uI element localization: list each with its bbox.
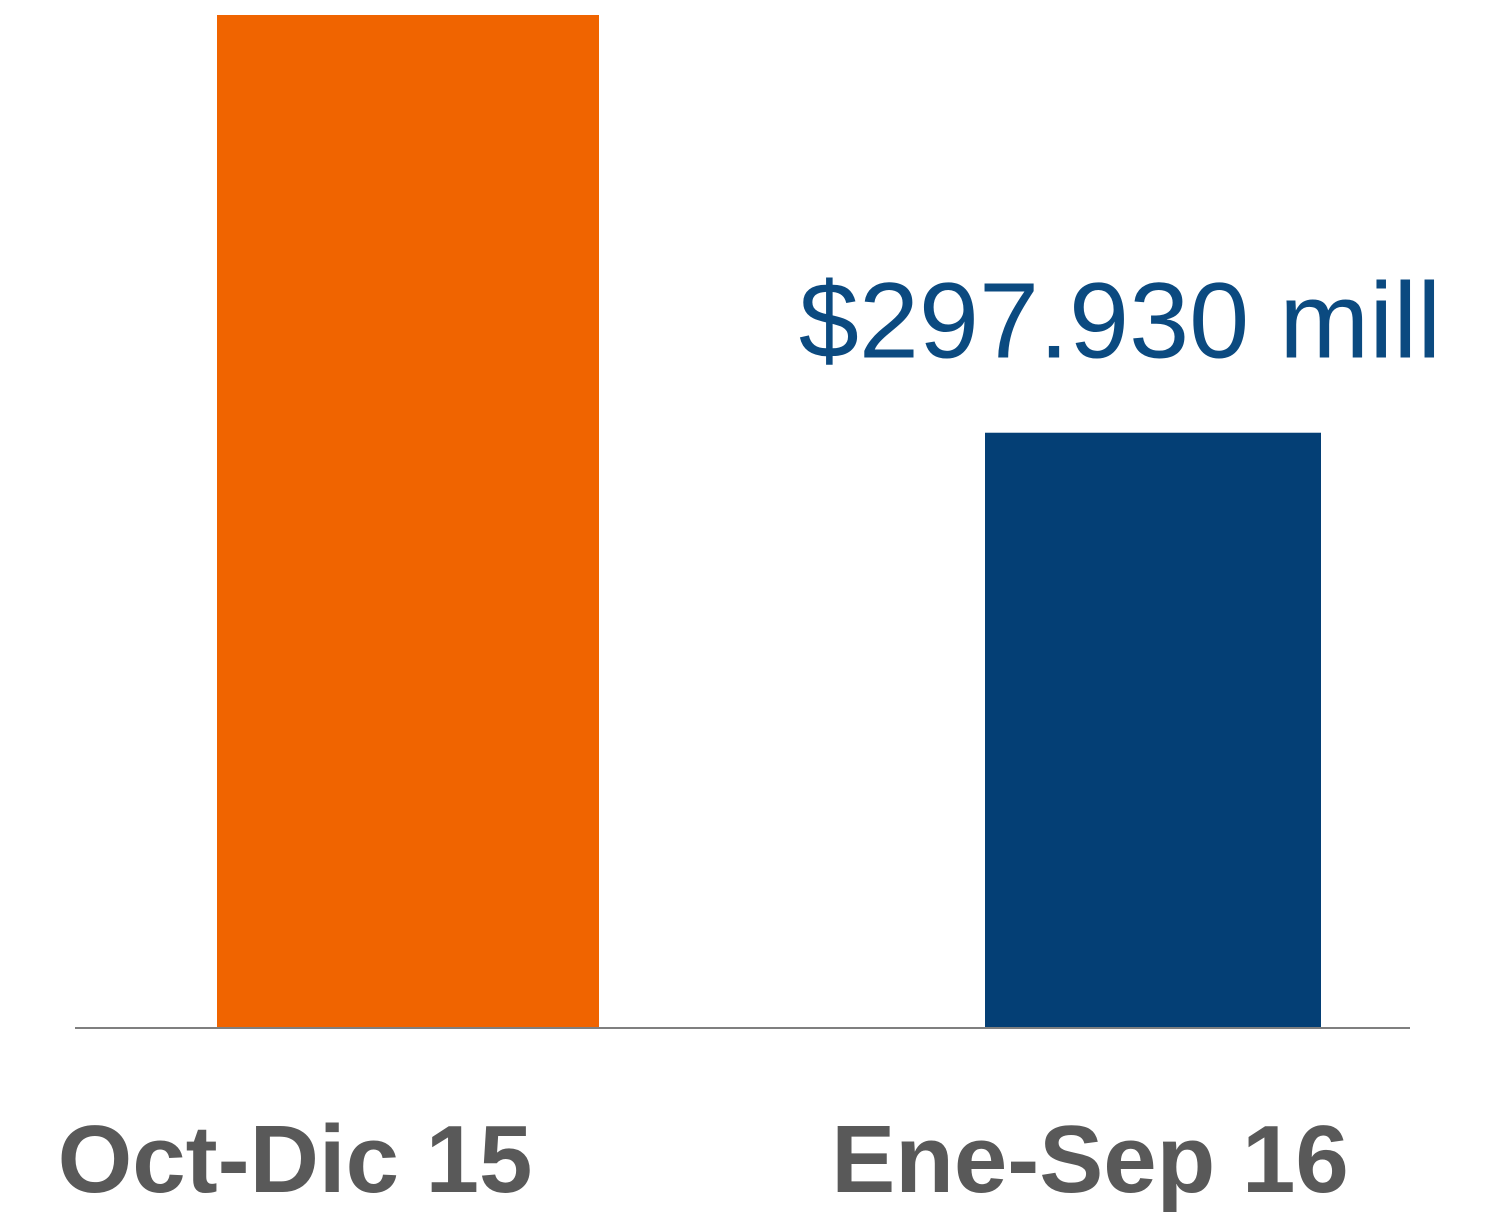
x-tick-label: Oct-Dic 15 xyxy=(58,1106,533,1213)
data-label: $297.930 mill xyxy=(799,260,1441,381)
bar xyxy=(217,15,599,1028)
bar xyxy=(985,432,1321,1028)
x-tick-label: Ene-Sep 16 xyxy=(831,1106,1349,1213)
